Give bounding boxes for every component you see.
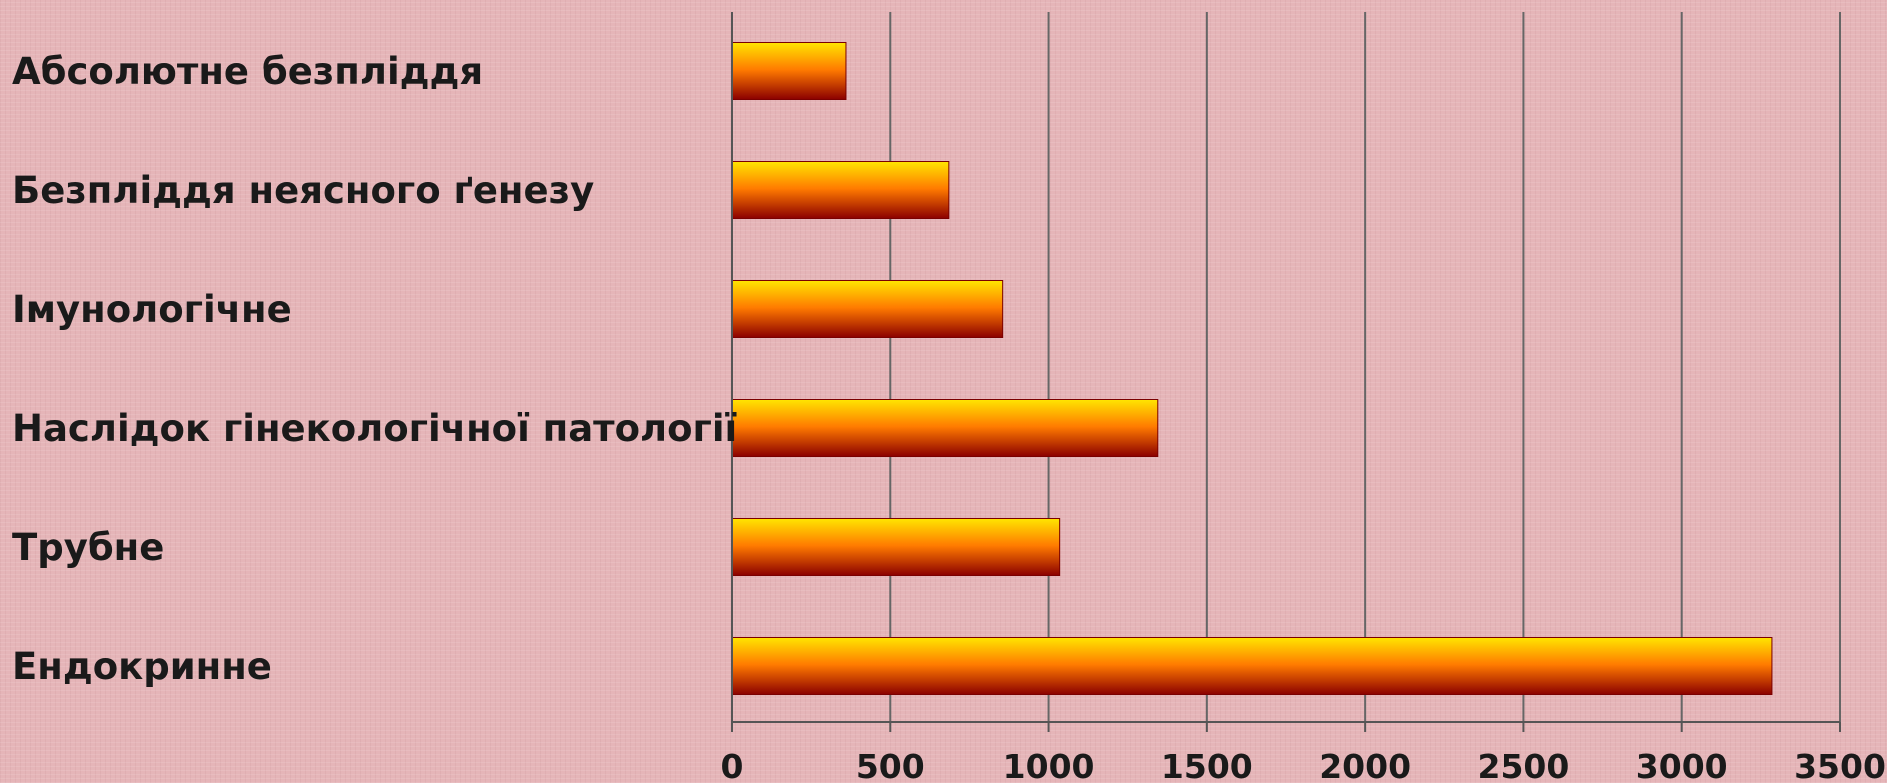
x-tick-label-3500: 3500 bbox=[1794, 747, 1886, 783]
bar-2 bbox=[731, 161, 950, 219]
x-tick-labels: 0 500 1000 1500 2000 2500 3000 3500 bbox=[721, 747, 1886, 783]
bar-6 bbox=[731, 637, 1773, 695]
x-tick-label-500: 500 bbox=[856, 747, 925, 783]
bar-3 bbox=[731, 280, 1004, 338]
bars bbox=[731, 42, 1773, 695]
gridlines bbox=[889, 12, 1841, 722]
category-label-6: Ендокринне bbox=[12, 645, 272, 688]
bar-4 bbox=[731, 399, 1159, 457]
x-tick-label-1000: 1000 bbox=[1003, 747, 1095, 783]
category-label-4: Наслідок гінекологічної патології bbox=[12, 407, 738, 450]
category-labels: Абсолютне безпліддя Безпліддя неясного ґе… bbox=[12, 50, 738, 688]
category-label-3: Імунологічне bbox=[12, 288, 292, 331]
x-tick-label-3000: 3000 bbox=[1636, 747, 1728, 783]
bar-1 bbox=[731, 42, 847, 100]
category-label-1: Абсолютне безпліддя bbox=[12, 50, 483, 93]
x-tick-label-0: 0 bbox=[721, 747, 744, 783]
x-tick-label-2000: 2000 bbox=[1319, 747, 1411, 783]
x-tick-label-2500: 2500 bbox=[1477, 747, 1569, 783]
category-label-5: Трубне bbox=[12, 526, 164, 569]
x-tick-label-1500: 1500 bbox=[1161, 747, 1253, 783]
bar-5 bbox=[731, 518, 1061, 576]
axes bbox=[731, 12, 1841, 732]
category-label-2: Безпліддя неясного ґенезу bbox=[12, 169, 594, 212]
